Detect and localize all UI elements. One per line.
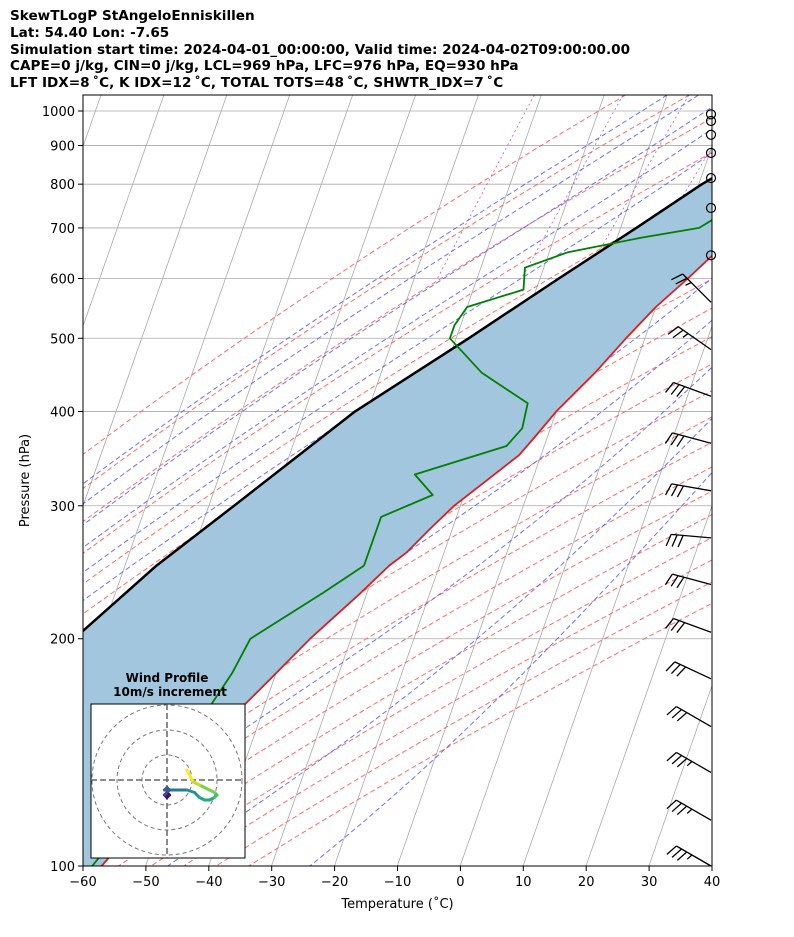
wind-barb-calm [705,202,717,214]
y-tick-label: 400 [50,405,75,420]
x-tick-label: 40 [704,875,721,890]
wind-barb-calm [705,172,717,184]
dry-adiabat [83,217,712,615]
wind-barb-calm [705,109,717,120]
stability-line-1: CAPE=0 j/kg, CIN=0 j/kg, LCL=969 hPa, LF… [10,58,519,75]
dry-adiabat [83,416,712,800]
y-tick-label: 700 [50,222,75,237]
y-tick-label: 300 [50,500,75,515]
temperature-line [100,254,712,866]
wind-barb-calm [705,147,717,159]
stability-line-2: LFT IDX=8 ˚C, K IDX=12 ˚C, TOTAL TOTS=48… [10,75,504,92]
x-axis-label: Temperature (˚C) [340,896,453,912]
y-axis-label: Pressure (hPa) [18,434,33,527]
wind-barb-calm [705,129,717,140]
wind-barb [665,533,712,548]
cape-cin-shading [83,178,712,866]
wind-barb [666,845,712,867]
x-tick-label: −10 [384,875,411,890]
time-line: Simulation start time: 2024-04-01_00:00:… [10,41,631,58]
mixing-ratio-line [521,95,624,279]
moist-adiabat [83,95,699,505]
wind-barb [665,381,712,397]
mixing-ratio-line [437,95,535,279]
isotherm-line [585,504,712,866]
mixing-ratio-line [768,95,794,279]
isotherm-line [83,95,291,687]
moist-adiabat [83,128,712,549]
moist-adiabat [83,178,712,602]
isotherm-line [775,95,794,866]
dry-adiabat [83,95,690,490]
y-tick-label: 100 [50,860,75,875]
y-tick-label: 900 [50,140,75,155]
isotherm-line [711,864,712,866]
x-tick-label: −30 [258,875,285,890]
x-tick-label: −50 [132,875,159,890]
isotherm-line [83,95,228,508]
isotherm-line [396,95,668,866]
y-tick-label: 200 [50,633,75,648]
dry-adiabat [83,95,626,455]
chart-header: SkewTLogP StAngeloEnniskillen Lat: 54.40… [10,8,630,92]
y-tick-label: 1000 [42,105,75,120]
dewpoint-line [91,219,712,866]
wind-barb [664,573,712,589]
moist-adiabat [83,152,712,574]
x-tick-label: −40 [195,875,222,890]
x-tick-label: 10 [515,875,532,890]
mixing-ratio-line [583,95,690,279]
y-tick-label: 600 [50,272,75,287]
x-tick-label: 20 [578,875,595,890]
wind-barb [671,273,712,303]
wind-barb [665,661,712,680]
wind-barb-calm [705,115,717,127]
wind-barb [667,326,712,351]
wind-barb [665,617,712,633]
location-line: Lat: 54.40 Lon: -7.65 [10,24,170,41]
dry-adiabat [83,466,712,847]
dry-adiabat [85,490,712,866]
wind-barb [664,432,712,447]
isotherm-line [522,324,712,866]
x-tick-label: −20 [321,875,348,890]
x-tick-label: 0 [456,875,464,890]
y-tick-label: 800 [50,178,75,193]
dry-adiabat [150,536,712,866]
x-tick-label: −60 [69,875,96,890]
isotherm-line [83,95,165,328]
moist-adiabat [83,106,712,526]
dry-adiabat [83,117,712,523]
inset-title: Wind Profile [126,671,209,685]
hodograph-segment [185,768,191,777]
moist-adiabat [83,366,712,840]
wind-barb [666,705,712,728]
dry-adiabat [83,278,712,672]
inset-subtitle: 10m/s increment [113,685,227,699]
wind-barb-calm [705,250,717,261]
wind-barb [666,751,712,774]
mixing-ratio-line [736,95,794,279]
moist-adiabat [83,95,668,485]
parcel-profile-line [83,176,712,633]
plot-area [83,95,794,866]
wind-barb [665,483,712,498]
y-tick-label: 500 [50,332,75,347]
wind-barb [666,799,712,821]
chart-title: SkewTLogP StAngeloEnniskillen [10,8,255,24]
isotherm-line [648,684,712,866]
x-tick-label: 30 [641,875,658,890]
